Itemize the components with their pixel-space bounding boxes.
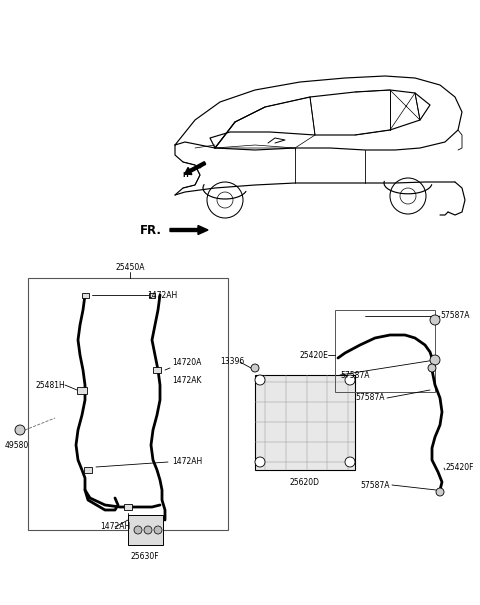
Bar — [149, 292, 155, 298]
Circle shape — [15, 425, 25, 435]
Text: 25630F: 25630F — [131, 552, 159, 561]
Text: H: H — [182, 172, 188, 178]
Text: 57587A: 57587A — [440, 312, 469, 321]
Text: 25420F: 25420F — [445, 463, 473, 473]
Circle shape — [430, 315, 440, 325]
Circle shape — [345, 375, 355, 385]
Bar — [153, 367, 161, 373]
Text: FR.: FR. — [140, 223, 162, 237]
Text: 25420E: 25420E — [299, 350, 328, 359]
FancyArrow shape — [170, 226, 208, 235]
Bar — [124, 504, 132, 510]
Circle shape — [255, 457, 265, 467]
Text: 57587A: 57587A — [340, 370, 370, 379]
Circle shape — [251, 364, 259, 372]
Bar — [82, 292, 88, 298]
Bar — [84, 467, 92, 473]
Bar — [335, 310, 435, 392]
FancyArrow shape — [185, 162, 206, 174]
Text: 57587A: 57587A — [360, 480, 390, 489]
Bar — [128, 515, 163, 545]
Text: 25481H: 25481H — [35, 381, 65, 390]
Text: 13396: 13396 — [220, 358, 244, 367]
Bar — [255, 375, 355, 470]
Text: 14720A: 14720A — [172, 358, 202, 367]
Circle shape — [345, 457, 355, 467]
Text: 25620D: 25620D — [290, 478, 320, 487]
Circle shape — [144, 526, 152, 534]
Circle shape — [428, 364, 436, 372]
Circle shape — [430, 355, 440, 365]
Text: 1472AH: 1472AH — [147, 290, 177, 299]
Circle shape — [154, 526, 162, 534]
Text: 1472AH: 1472AH — [172, 457, 202, 466]
Text: 25450A: 25450A — [115, 263, 145, 272]
Text: 1472AK: 1472AK — [172, 376, 202, 385]
Circle shape — [255, 375, 265, 385]
Text: 1472AH: 1472AH — [100, 522, 130, 531]
Text: 57587A: 57587A — [356, 393, 385, 402]
Bar — [28, 278, 228, 530]
Circle shape — [134, 526, 142, 534]
Text: 49580: 49580 — [5, 440, 29, 450]
Circle shape — [436, 488, 444, 496]
Bar — [77, 387, 87, 393]
